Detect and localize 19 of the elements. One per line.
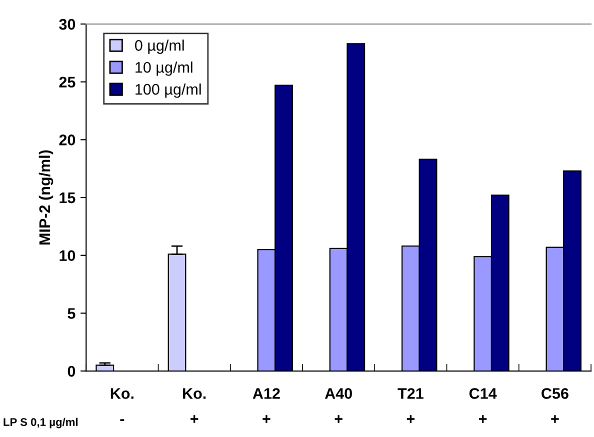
y-tick-label: 30 bbox=[59, 18, 76, 30]
y-tick-label: 0 bbox=[68, 366, 76, 377]
y-tick-label: 25 bbox=[59, 76, 76, 88]
x-tick-label: C14 + bbox=[469, 388, 497, 423]
y-tick-label: 5 bbox=[68, 308, 76, 319]
y-tick-label: 20 bbox=[59, 134, 76, 146]
legend-label: 0 µg/ml bbox=[135, 40, 184, 54]
x-tick-label: A12 + bbox=[252, 388, 280, 423]
legend-label: 10 µg/ml bbox=[136, 62, 192, 76]
y-tick-label: 10 bbox=[60, 250, 76, 262]
x-tick-label: A40 + bbox=[324, 388, 352, 423]
y-axis-title: MIP-2 (ng/ml) bbox=[38, 150, 54, 244]
x-tick-label: C56 + bbox=[542, 388, 568, 423]
legend-label: 100 µg/ml bbox=[136, 84, 201, 98]
x-tick-label: Ko. + bbox=[183, 388, 206, 423]
category-label: Ko. - bbox=[110, 388, 134, 422]
y-tick-label: 15 bbox=[60, 192, 76, 204]
text: LP S 0,1 µg/ml bbox=[4, 418, 78, 428]
x-tick-label: T21 + bbox=[398, 388, 424, 423]
